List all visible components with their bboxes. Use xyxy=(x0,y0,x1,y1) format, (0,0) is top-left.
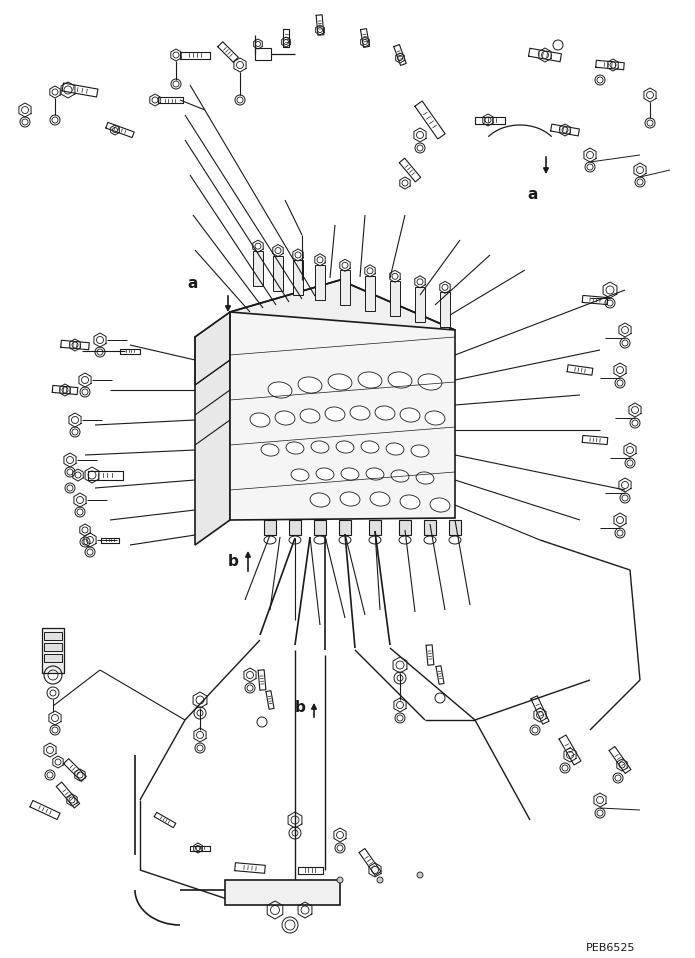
Ellipse shape xyxy=(361,441,379,453)
Ellipse shape xyxy=(340,491,360,506)
Bar xyxy=(369,520,381,535)
Ellipse shape xyxy=(366,468,384,480)
Text: PEB6525: PEB6525 xyxy=(585,943,635,953)
Ellipse shape xyxy=(336,441,354,453)
Bar xyxy=(365,276,375,310)
Ellipse shape xyxy=(430,498,450,513)
Bar xyxy=(415,286,425,322)
Bar xyxy=(340,270,350,306)
Ellipse shape xyxy=(388,372,412,388)
Ellipse shape xyxy=(350,406,370,420)
Bar xyxy=(225,880,340,905)
Ellipse shape xyxy=(310,493,330,507)
Ellipse shape xyxy=(400,495,420,509)
Ellipse shape xyxy=(291,468,309,481)
Ellipse shape xyxy=(261,444,279,456)
Ellipse shape xyxy=(316,468,334,480)
Bar xyxy=(273,256,283,290)
Bar xyxy=(399,520,411,535)
Bar xyxy=(339,520,351,535)
Bar xyxy=(293,260,303,295)
Ellipse shape xyxy=(300,409,320,423)
Ellipse shape xyxy=(325,407,345,422)
Bar xyxy=(289,520,301,535)
Polygon shape xyxy=(230,280,455,362)
Circle shape xyxy=(377,877,383,883)
Polygon shape xyxy=(195,312,230,545)
Bar xyxy=(42,628,64,673)
Bar xyxy=(315,264,325,300)
Text: a: a xyxy=(188,276,198,290)
Text: a: a xyxy=(528,187,538,201)
Bar xyxy=(424,520,436,535)
Bar xyxy=(264,520,276,535)
Ellipse shape xyxy=(370,491,390,506)
Circle shape xyxy=(337,877,343,883)
Ellipse shape xyxy=(311,441,329,453)
Bar xyxy=(44,654,62,662)
Bar xyxy=(314,520,326,535)
Bar xyxy=(44,632,62,640)
Ellipse shape xyxy=(411,445,429,457)
Bar xyxy=(255,48,271,60)
Ellipse shape xyxy=(386,443,404,455)
Ellipse shape xyxy=(286,442,304,454)
Bar xyxy=(253,251,263,286)
Ellipse shape xyxy=(416,472,434,484)
Ellipse shape xyxy=(391,470,409,482)
Ellipse shape xyxy=(358,372,382,388)
Ellipse shape xyxy=(275,411,295,425)
Ellipse shape xyxy=(298,376,322,393)
Ellipse shape xyxy=(328,374,352,390)
Ellipse shape xyxy=(375,406,395,420)
Ellipse shape xyxy=(425,411,445,425)
Text: b: b xyxy=(227,555,238,569)
Polygon shape xyxy=(230,312,455,520)
Text: b: b xyxy=(295,699,305,715)
Bar xyxy=(449,520,461,535)
Ellipse shape xyxy=(341,468,359,480)
Bar xyxy=(440,292,450,328)
Ellipse shape xyxy=(418,374,442,390)
Bar xyxy=(390,282,400,316)
Ellipse shape xyxy=(250,413,270,427)
Bar xyxy=(44,643,62,651)
Ellipse shape xyxy=(400,408,420,422)
Circle shape xyxy=(417,872,423,878)
Ellipse shape xyxy=(268,382,292,399)
